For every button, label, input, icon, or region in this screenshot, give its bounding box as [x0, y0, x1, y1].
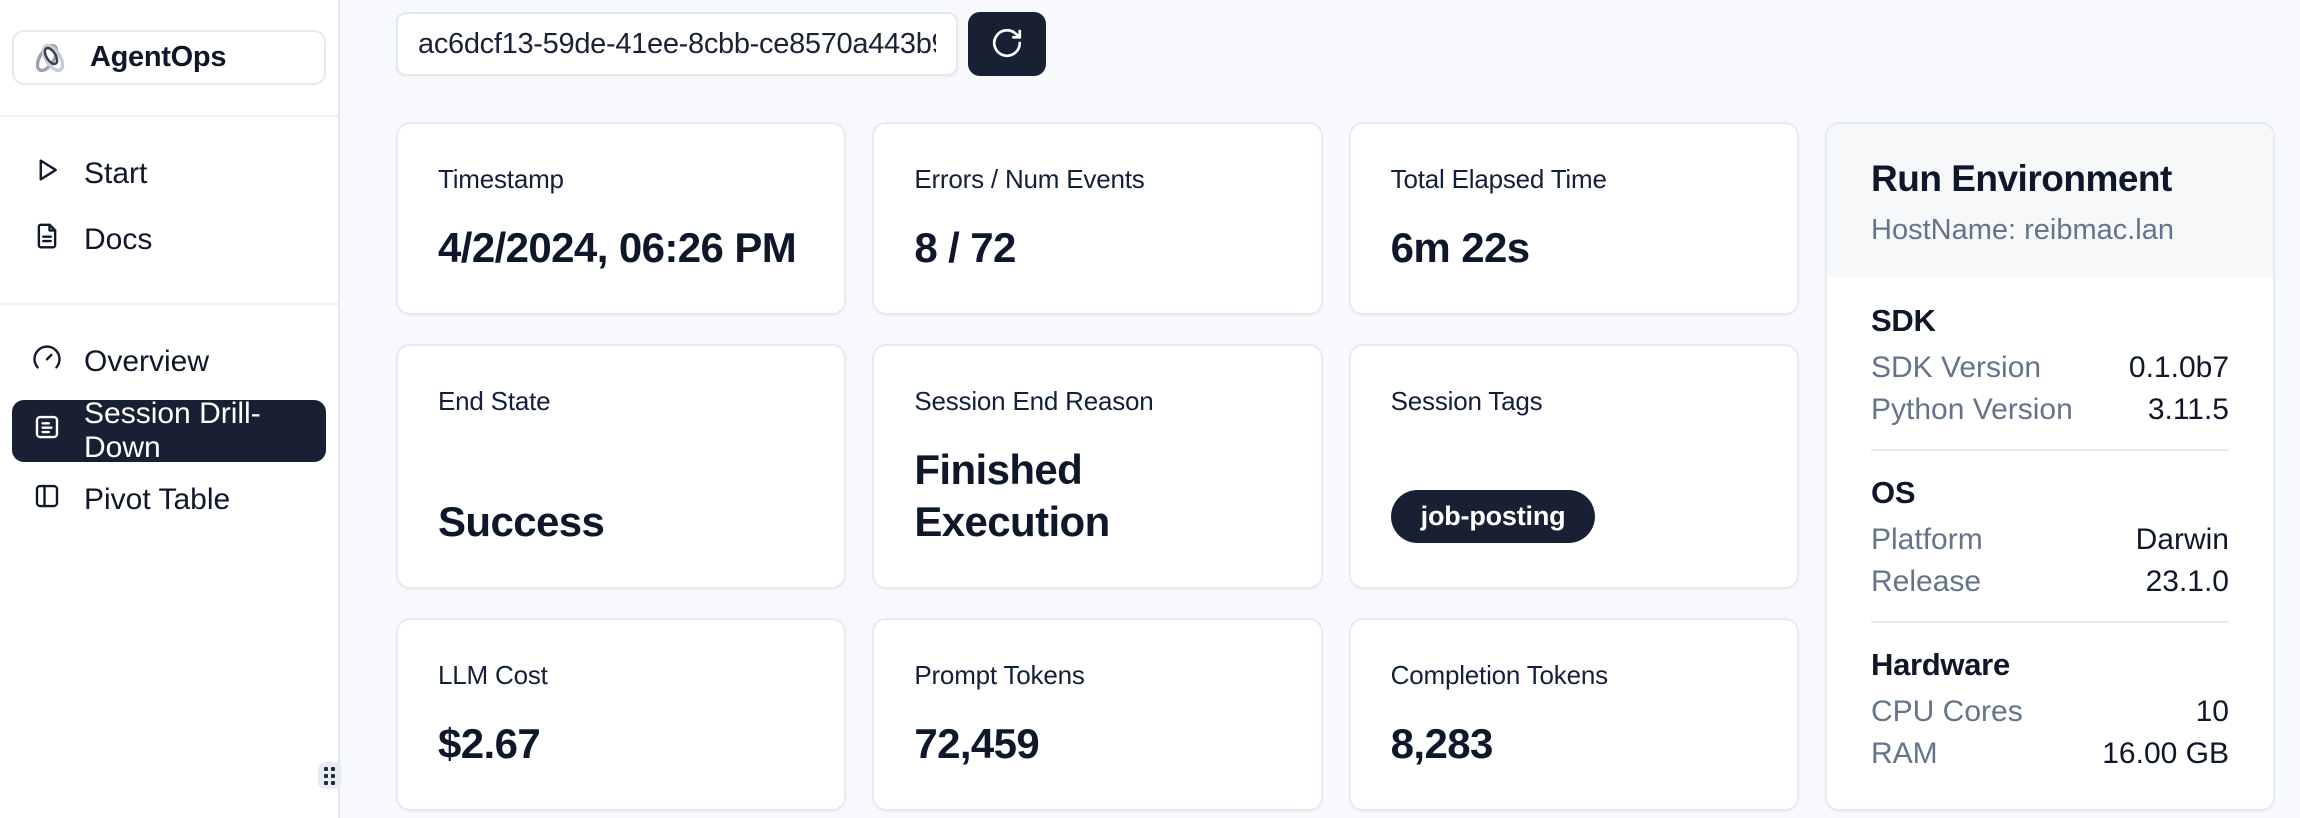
card-label: Completion Tokens [1390, 659, 1608, 690]
card-label: Prompt Tokens [914, 659, 1085, 690]
session-list-icon [32, 412, 62, 450]
session-id-input[interactable] [396, 12, 958, 76]
sidebar-item-label: Pivot Table [84, 483, 231, 516]
card-value: 8 / 72 [914, 224, 1016, 272]
stats-grid: Timestamp 4/2/2024, 06:26 PM Errors / Nu… [396, 122, 2275, 811]
refresh-icon [990, 26, 1024, 63]
env-row-value: 0.1.0b7 [2128, 351, 2229, 384]
env-section-os: OS Platform Darwin Release 23.1.0 [1871, 475, 2229, 603]
card-value: Finished Execution [914, 446, 1110, 545]
document-icon [32, 221, 62, 259]
card-value: 72,459 [914, 719, 1040, 767]
sidebar-item-label: Session Drill-Down [84, 397, 261, 464]
session-tag-badge: job-posting [1390, 489, 1596, 543]
card-value: 4/2/2024, 06:26 PM [438, 224, 797, 272]
sidebar-item-session-drill-down[interactable]: Session Drill-Down [12, 397, 326, 464]
env-row-label: Platform [1871, 523, 1983, 556]
run-environment-header: Run Environment HostName: reibmac.lan [1827, 124, 2273, 277]
panel-columns-icon [32, 481, 62, 519]
env-section-hardware: Hardware CPU Cores 10 RAM 16.00 GB [1871, 647, 2229, 775]
env-row-label: Python Version [1871, 393, 2073, 426]
env-row-python-version: Python Version 3.11.5 [1871, 389, 2229, 431]
run-environment-body: SDK SDK Version 0.1.0b7 Python Version 3… [1827, 277, 2273, 809]
env-row-value: 23.1.0 [2145, 565, 2229, 598]
env-row-sdk-version: SDK Version 0.1.0b7 [1871, 347, 2229, 389]
brand-title: AgentOps [90, 41, 227, 73]
sidebar-item-start[interactable]: Start [12, 141, 326, 207]
env-row-label: RAM [1871, 737, 1938, 770]
agentops-logo-icon [28, 38, 72, 78]
hostname-text: HostName: reibmac.lan [1871, 214, 2174, 246]
run-environment-panel: Run Environment HostName: reibmac.lan SD… [1825, 122, 2275, 811]
card-end-state: End State Success [396, 344, 847, 589]
sidebar-nav-primary: Start Docs [0, 117, 338, 273]
card-session-tags: Session Tags job-posting [1348, 344, 1799, 589]
play-icon [32, 155, 62, 193]
env-section-heading: Hardware [1871, 647, 2010, 682]
sidebar-divider [0, 303, 338, 305]
env-row-release: Release 23.1.0 [1871, 561, 2229, 603]
env-row-value: Darwin [2135, 523, 2229, 556]
sidebar-item-overview[interactable]: Overview [12, 329, 326, 395]
card-label: LLM Cost [438, 659, 548, 690]
card-value: 6m 22s [1390, 224, 1530, 272]
sidebar-resize-grip[interactable] [318, 762, 341, 789]
env-section-heading: OS [1871, 475, 1916, 510]
env-row-platform: Platform Darwin [1871, 519, 2229, 561]
env-section-heading: SDK [1871, 303, 1936, 338]
env-section-sdk: SDK SDK Version 0.1.0b7 Python Version 3… [1871, 303, 2229, 431]
sidebar: AgentOps Start Docs [0, 0, 341, 818]
card-errors-num-events: Errors / Num Events 8 / 72 [872, 122, 1323, 316]
card-timestamp: Timestamp 4/2/2024, 06:26 PM [396, 122, 847, 316]
card-label: Timestamp [438, 164, 564, 194]
gauge-icon [32, 343, 62, 381]
card-label: End State [438, 386, 551, 417]
sidebar-nav-secondary: Overview Session Drill-Down Pivot Table [0, 305, 338, 533]
card-value: $2.67 [438, 719, 541, 767]
env-row-label: SDK Version [1871, 351, 2042, 384]
env-row-ram: RAM 16.00 GB [1871, 733, 2229, 775]
run-environment-title: Run Environment [1871, 158, 2172, 199]
env-divider [1871, 621, 2229, 623]
card-label: Errors / Num Events [914, 164, 1145, 194]
sidebar-item-pivot-table[interactable]: Pivot Table [12, 467, 326, 533]
card-session-end-reason: Session End Reason Finished Execution [872, 344, 1323, 589]
sidebar-item-label: Docs [84, 223, 153, 256]
card-label: Total Elapsed Time [1390, 164, 1607, 194]
env-row-label: Release [1871, 565, 1982, 598]
card-label: Session End Reason [914, 386, 1154, 417]
sidebar-item-label: Start [84, 157, 148, 190]
card-label: Session Tags [1390, 386, 1543, 417]
main-content: Timestamp 4/2/2024, 06:26 PM Errors / Nu… [340, 0, 2300, 818]
env-row-value: 16.00 GB [2102, 737, 2229, 770]
env-row-value: 10 [2195, 695, 2229, 728]
card-value: 8,283 [1390, 719, 1494, 767]
sidebar-divider [0, 115, 338, 117]
env-row-label: CPU Cores [1871, 695, 2023, 728]
env-divider [1871, 449, 2229, 451]
sidebar-item-label: Overview [84, 345, 210, 378]
brand-logo-button[interactable]: AgentOps [12, 30, 326, 85]
card-total-elapsed-time: Total Elapsed Time 6m 22s [1348, 122, 1799, 316]
card-llm-cost: LLM Cost $2.67 [396, 617, 847, 811]
refresh-button[interactable] [968, 12, 1046, 76]
env-row-value: 3.11.5 [2147, 393, 2229, 426]
card-completion-tokens: Completion Tokens 8,283 [1348, 617, 1799, 811]
card-prompt-tokens: Prompt Tokens 72,459 [872, 617, 1323, 811]
sidebar-item-docs[interactable]: Docs [12, 207, 326, 273]
card-value: Success [438, 497, 605, 545]
env-row-cpu-cores: CPU Cores 10 [1871, 691, 2229, 733]
topbar [396, 12, 2275, 76]
